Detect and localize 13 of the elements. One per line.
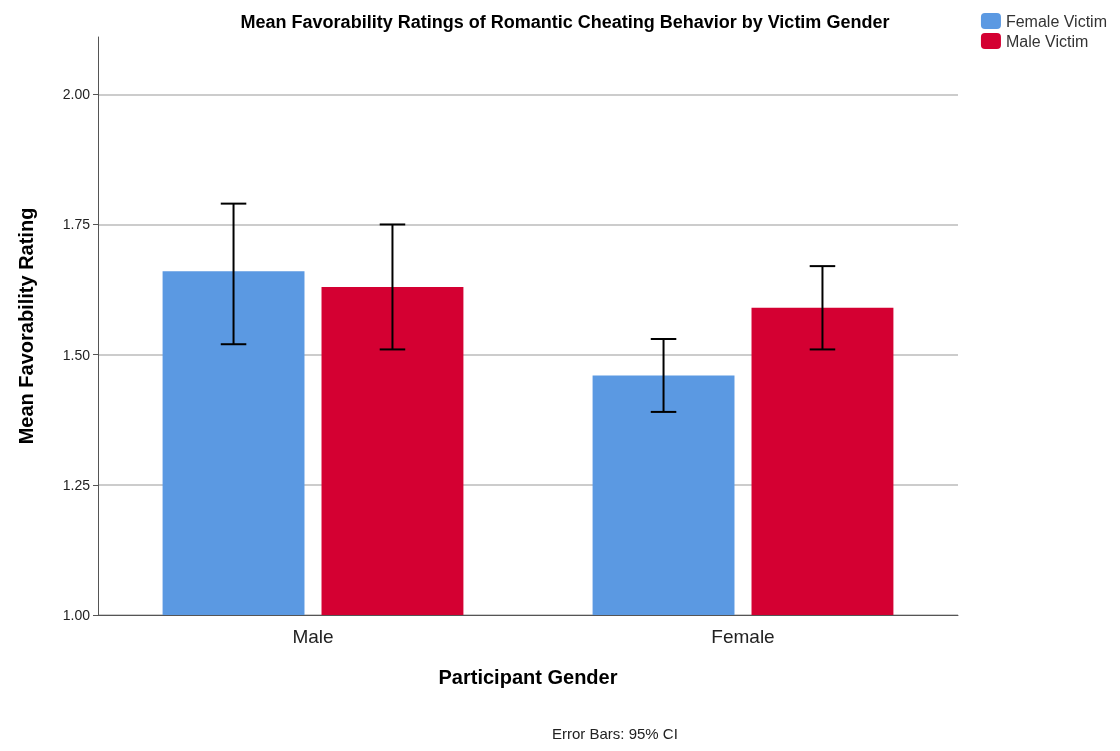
x-tick-label: Male (292, 626, 334, 647)
x-axis-title: Participant Gender (438, 666, 618, 688)
x-tick-label: Female (711, 626, 775, 647)
y-tick-label: 1.00 (62, 607, 91, 623)
legend-label: Female Victim (1005, 12, 1107, 30)
y-tick-label: 2.00 (62, 86, 91, 103)
y-tick-label: 1.75 (62, 216, 91, 233)
y-tick-label: 1.25 (62, 476, 91, 493)
y-axis-title: Mean Favorability Rating (15, 207, 37, 445)
text: Error Bars: 95% CI (552, 725, 678, 742)
chart-title: Mean Favorability Ratings of Romantic Cheating Behavior by Victim Gender (240, 12, 890, 32)
y-tick-label: 1.50 (62, 346, 91, 363)
legend-label: Male Victim (1005, 32, 1089, 50)
